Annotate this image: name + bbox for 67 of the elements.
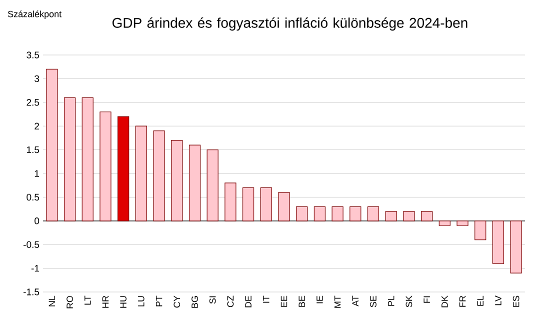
bar (206, 149, 218, 222)
x-tick-label: EE (280, 296, 288, 307)
bar (332, 206, 344, 222)
x-tick-label: LV (495, 296, 502, 306)
x-tick-label: NL (48, 296, 56, 306)
bar (188, 144, 201, 222)
bar (510, 220, 522, 274)
y-tick-label: -0.5 (24, 241, 40, 248)
bar (224, 182, 236, 222)
bar (456, 220, 468, 226)
bar (474, 220, 486, 240)
bar (100, 112, 112, 222)
bar (135, 126, 147, 222)
x-tick-label: HR (102, 296, 109, 308)
bar (403, 211, 415, 222)
x-tick-label: DE (245, 296, 252, 308)
bar (64, 97, 76, 222)
bar (278, 192, 290, 222)
x-tick-label: MT (334, 296, 341, 308)
x-tick-label: FR (459, 296, 466, 307)
bar (242, 187, 254, 222)
bar (438, 220, 450, 226)
x-tick-label: LU (138, 296, 144, 306)
x-tick-label: BG (192, 296, 198, 308)
chart-title: GDP árindex és fogyasztói infláció különbsége 2024-ben (112, 17, 468, 31)
x-tick-label: CZ (227, 296, 234, 308)
y-tick-label: -1 (31, 265, 40, 272)
bar (385, 211, 397, 222)
bar (46, 68, 58, 222)
y-tick-label: 0 (34, 218, 40, 224)
x-tick-label: LT (84, 296, 91, 305)
y-tick-label: -1.5 (24, 288, 40, 296)
y-tick-label: 0.5 (26, 194, 40, 201)
bar (492, 220, 504, 264)
bar (82, 97, 94, 222)
x-tick-label: FI (424, 296, 430, 303)
y-tick-label: 3.5 (26, 52, 40, 58)
x-tick-label: SE (370, 296, 376, 308)
y-tick-label: 1 (34, 170, 40, 177)
x-tick-label: EL (477, 296, 484, 306)
y-tick-label: 1.5 (26, 146, 40, 154)
x-tick-label: IE (316, 296, 323, 304)
y-axis-title: Százalékpont (8, 10, 62, 20)
x-tick-label: CY (174, 296, 180, 308)
x-tick-label: PL (388, 296, 394, 306)
bar (260, 187, 272, 222)
bar (153, 130, 165, 222)
x-tick-label: ES (512, 296, 520, 307)
y-tick-label: 2.5 (26, 99, 40, 106)
bar (171, 140, 183, 222)
x-tick-label: AT (352, 296, 358, 306)
bar (421, 211, 433, 222)
y-tick-label: 3 (34, 75, 40, 82)
y-tick-label: 2 (34, 122, 40, 130)
bar (118, 116, 130, 222)
x-tick-label: BE (298, 296, 305, 307)
x-tick-label: RO (66, 296, 73, 308)
bar (367, 206, 380, 222)
bar (314, 206, 326, 222)
x-tick-label: SK (406, 296, 412, 308)
x-tick-label: PT (156, 296, 162, 306)
x-tick-label: DK (442, 296, 448, 308)
bar (350, 206, 362, 222)
x-tick-label: HU (120, 296, 126, 308)
x-tick-label: IT (263, 296, 270, 303)
x-tick-label: SI (209, 296, 216, 304)
bar (296, 206, 308, 222)
